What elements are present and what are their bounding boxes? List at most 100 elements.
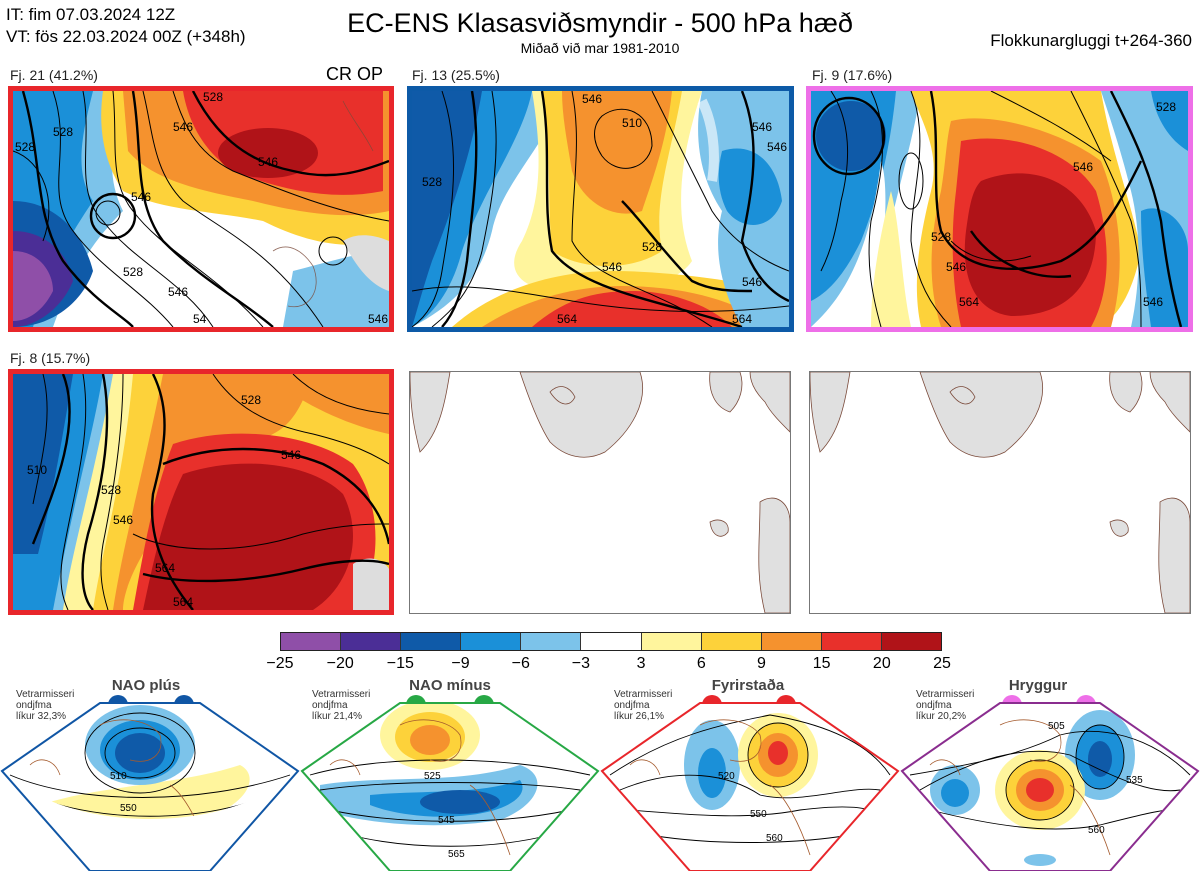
contour-label: 546	[368, 312, 388, 326]
colorbar-swatch	[881, 633, 942, 650]
contour-label: 546	[113, 513, 133, 527]
contour-label: 546	[602, 260, 622, 274]
regime-note: Vetrarmisseri ondjfma líkur 32,3%	[16, 689, 75, 722]
contour-label: 550	[120, 803, 137, 814]
contour-label: 528	[422, 175, 442, 189]
cluster-map-3: 528 546 546 564 546 528	[806, 86, 1193, 332]
colorbar-swatch	[281, 633, 342, 650]
cluster-4-label: Fj. 8 (15.7%)	[10, 350, 91, 366]
contour-label: 546	[582, 92, 602, 106]
contour-label: 510	[27, 463, 47, 477]
colorbar-swatch	[461, 633, 522, 650]
regime-title: Hryggur	[1008, 677, 1068, 694]
contour-label: 560	[1088, 825, 1105, 836]
contour-label: 535	[1126, 775, 1143, 786]
regime-border	[0, 702, 300, 871]
colorbar-tick-label: 3	[636, 655, 646, 672]
cluster-map-4: 510 528 528 546 546 564 564	[8, 369, 394, 615]
empty-map-panel-1	[409, 371, 791, 614]
regime-blocking: Fyrirstaða Vetrarmisseri ondjfma líkur 2…	[600, 675, 900, 871]
regime-border	[600, 702, 900, 871]
contour-label: 528	[642, 240, 662, 254]
page-title: EC-ENS Klasasviðsmyndir - 500 hPa hæð	[347, 8, 853, 38]
regime-nao-plus: NAO plús Vetrarmisseri ondjfma líkur 32,…	[0, 675, 300, 871]
cluster-3-label: Fj. 9 (17.6%)	[812, 67, 893, 83]
weather-regimes: NAO plús Vetrarmisseri ondjfma líkur 32,…	[0, 675, 1200, 871]
contour-label: 546	[258, 155, 278, 169]
contour-label: 528	[1156, 100, 1176, 114]
colorbar-tick-label: 15	[812, 655, 831, 672]
regime-nao-minus: NAO mínus Vetrarmisseri ondjfma líkur 21…	[300, 675, 600, 871]
contour-label: 564	[959, 295, 979, 309]
contour-label: 546	[131, 190, 151, 204]
colorbar-tick-label: −25	[266, 655, 294, 672]
colorbar-swatch	[521, 633, 582, 650]
contour-label: 54	[193, 312, 207, 326]
colorbar-tick-label: 20	[872, 655, 891, 672]
regime-note: Vetrarmisseri ondjfma líkur 26,1%	[614, 689, 673, 722]
regime-map: 505 535 560	[900, 702, 1200, 871]
regime-title: NAO plús	[111, 677, 181, 694]
cluster-map-1: 528 546 546 528 546 54 546 528 528 546	[8, 86, 394, 332]
regime-map: 520 550 560	[600, 702, 900, 871]
contour-label: 546	[1073, 160, 1093, 174]
classification-window: Flokkunargluggi t+264-360	[990, 31, 1192, 50]
contour-label: 546	[1143, 295, 1163, 309]
regime-title: NAO mínus	[409, 677, 491, 694]
colorbar-swatch	[401, 633, 462, 650]
contour-label: 528	[931, 230, 951, 244]
contour-label: 528	[101, 483, 121, 497]
contour-label: 528	[203, 91, 223, 104]
colorbar-swatch	[821, 633, 882, 650]
contour-label: 546	[742, 275, 762, 289]
empty-map-panel-2	[809, 371, 1191, 614]
cluster-1-tag: CR OP	[326, 64, 384, 84]
contour-label: 546	[281, 448, 301, 462]
cluster-2-label: Fj. 13 (25.5%)	[412, 67, 500, 83]
contour-label: 528	[123, 265, 143, 279]
colorbar-swatch	[641, 633, 702, 650]
contour-label: 564	[173, 595, 193, 609]
contour-label: 564	[557, 312, 577, 326]
colorbar-swatch	[341, 633, 402, 650]
contour-label: 528	[53, 125, 73, 139]
page-subtitle: Miðað við mar 1981-2010	[520, 40, 680, 56]
regime-map: 510 550	[0, 695, 300, 871]
contour-label: 510	[622, 116, 642, 130]
contour-label: 564	[155, 561, 175, 575]
colorbar-tick-label: −15	[386, 655, 414, 672]
contour-label: 520	[718, 771, 735, 782]
colorbar-tick-label: −9	[451, 655, 470, 672]
regime-ridge: Hryggur Vetrarmisseri ondjfma líkur 20,2…	[900, 675, 1200, 871]
colorbar	[280, 632, 942, 651]
initial-time: IT: fim 07.03.2024 12Z	[6, 5, 176, 24]
contour-label: 528	[241, 393, 261, 407]
colorbar-tick-label: −6	[511, 655, 530, 672]
header-info: IT: fim 07.03.2024 12Z VT: fös 22.03.202…	[6, 4, 246, 48]
colorbar-swatch	[761, 633, 822, 650]
colorbar-tick-label: 6	[696, 655, 706, 672]
contour-label: 546	[752, 120, 772, 134]
contour-label: 545	[438, 815, 455, 826]
contour-label: 546	[946, 260, 966, 274]
contour-label: 546	[767, 140, 787, 154]
valid-time: VT: fös 22.03.2024 00Z (+348h)	[6, 27, 246, 46]
colorbar-swatch	[701, 633, 762, 650]
cluster-1-label: Fj. 21 (41.2%)	[10, 67, 98, 83]
regime-border	[300, 702, 600, 871]
contour-label: 550	[750, 809, 767, 820]
colorbar-tick-label: −20	[326, 655, 354, 672]
contour-label: 510	[110, 771, 127, 782]
regime-map: 525 545 565	[300, 702, 600, 871]
contour-label: 546	[173, 120, 193, 134]
contour-label: 564	[732, 312, 752, 326]
contour-label: 525	[424, 771, 441, 782]
colorbar-tick-label: 9	[757, 655, 766, 672]
colorbar-tick-label: 25	[933, 655, 951, 672]
contour-label: 505	[1048, 721, 1065, 732]
contour-label: 565	[448, 849, 465, 860]
cluster-map-2: 528 546 510 546 528 564 564 546 546 546	[407, 86, 794, 332]
regime-border	[900, 702, 1200, 871]
regime-title: Fyrirstaða	[711, 677, 785, 694]
regime-note: Vetrarmisseri ondjfma líkur 21,4%	[312, 689, 371, 722]
